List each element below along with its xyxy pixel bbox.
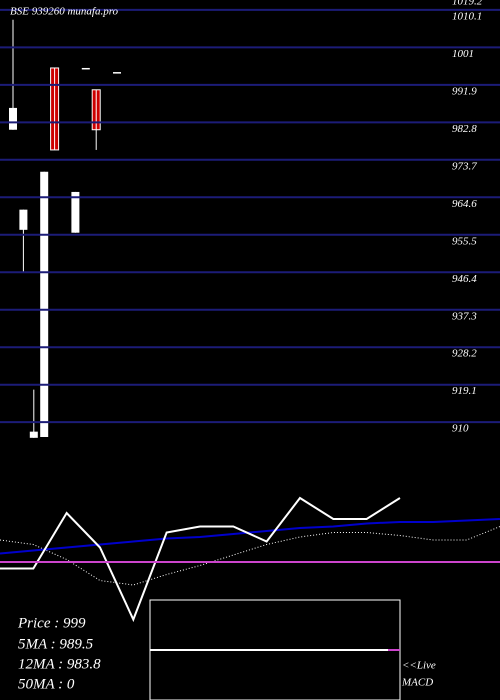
series-line — [0, 518, 500, 555]
y-tick-label: 973.7 — [452, 160, 477, 172]
y-tick-label: 1019.2 — [452, 0, 483, 8]
y-tick-label: 964.6 — [452, 198, 477, 210]
info-text: 50MA : 0 — [18, 676, 75, 692]
candle-body — [113, 72, 121, 74]
y-tick-label: 955.5 — [452, 235, 477, 247]
y-tick-label: 1001 — [452, 48, 474, 60]
header: BSE 939260 munafa.pro — [10, 6, 119, 18]
y-tick-label: 946.4 — [452, 273, 477, 285]
candle-body — [81, 67, 90, 70]
y-tick-label: 991.9 — [452, 85, 477, 97]
y-tick-label: 910 — [452, 423, 469, 435]
series-line — [0, 526, 500, 586]
y-tick-label: 1010.1 — [452, 10, 482, 22]
info-text: Price : 999 — [17, 615, 86, 631]
macd-label: MACD — [401, 677, 433, 689]
info-text: 12MA : 983.8 — [18, 656, 101, 672]
macd-label: <<Live — [402, 660, 436, 672]
series-line — [0, 496, 401, 623]
y-tick-label: 937.3 — [452, 310, 477, 322]
y-tick-label: 982.8 — [452, 123, 477, 135]
y-tick-label: 919.1 — [452, 385, 477, 397]
y-tick-label: 928.2 — [452, 348, 477, 360]
info-text: 5MA : 989.5 — [18, 636, 94, 652]
